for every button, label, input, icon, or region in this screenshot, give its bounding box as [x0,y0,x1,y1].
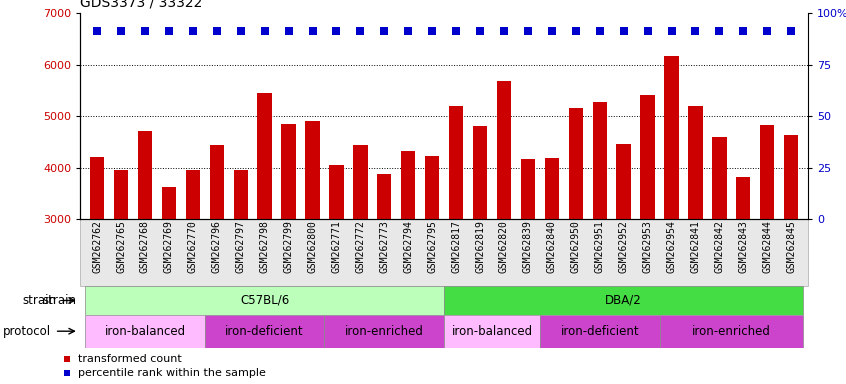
Text: protocol: protocol [3,325,52,338]
Bar [640,94,655,373]
Bar [569,108,583,373]
Point [210,28,223,35]
Bar [444,315,540,348]
Bar [305,121,320,373]
Bar [545,158,559,373]
Bar [497,81,511,373]
Bar [205,315,325,348]
Bar [85,286,444,315]
Bar [449,106,464,373]
Bar [114,170,129,373]
Bar [689,106,703,373]
Text: percentile rank within the sample: percentile rank within the sample [79,368,266,378]
Point [282,28,295,35]
Point [665,28,678,35]
Text: iron-deficient: iron-deficient [225,325,304,338]
Bar [664,56,678,373]
Point [402,28,415,35]
Bar [736,177,750,373]
Bar [233,170,248,373]
Point [617,28,630,35]
Text: strain: strain [42,294,76,307]
Point [354,28,367,35]
Bar [712,137,727,373]
Point [162,28,176,35]
Point [593,28,607,35]
Text: iron-enriched: iron-enriched [692,325,771,338]
Bar [540,315,660,348]
Bar [185,170,200,373]
Text: iron-balanced: iron-balanced [104,325,185,338]
Point [521,28,535,35]
Text: iron-deficient: iron-deficient [560,325,639,338]
Point [186,28,200,35]
Text: strain: strain [22,294,56,307]
Point [449,28,463,35]
Bar [162,187,176,373]
Text: GDS3373 / 33322: GDS3373 / 33322 [80,0,203,10]
Point [377,28,391,35]
Point [60,356,74,362]
Bar [660,315,803,348]
Text: DBA/2: DBA/2 [605,294,642,307]
Bar [760,126,774,373]
Bar [592,102,607,373]
Point [60,370,74,376]
Point [330,28,343,35]
Text: transformed count: transformed count [79,354,182,364]
Bar [329,165,343,373]
Bar [521,159,535,373]
Bar [85,315,205,348]
Bar [257,93,272,373]
Point [426,28,439,35]
Bar [353,146,367,373]
Bar [138,131,152,373]
Bar [401,151,415,373]
Bar [425,156,439,373]
Point [305,28,319,35]
Bar [444,286,803,315]
Point [258,28,272,35]
Bar [325,315,444,348]
Point [784,28,798,35]
Bar [473,126,487,373]
Text: iron-balanced: iron-balanced [452,325,533,338]
Point [640,28,654,35]
Point [473,28,486,35]
Point [545,28,558,35]
Point [569,28,583,35]
Bar [210,146,224,373]
Point [689,28,702,35]
Bar [90,157,104,373]
Point [114,28,128,35]
Point [234,28,248,35]
Point [91,28,104,35]
Bar [377,174,392,373]
Point [737,28,750,35]
Bar [282,124,296,373]
Point [761,28,774,35]
Point [138,28,151,35]
Bar [617,144,631,373]
Bar [784,135,799,373]
Text: C57BL/6: C57BL/6 [240,294,289,307]
Point [497,28,511,35]
Text: iron-enriched: iron-enriched [345,325,424,338]
Point [712,28,726,35]
